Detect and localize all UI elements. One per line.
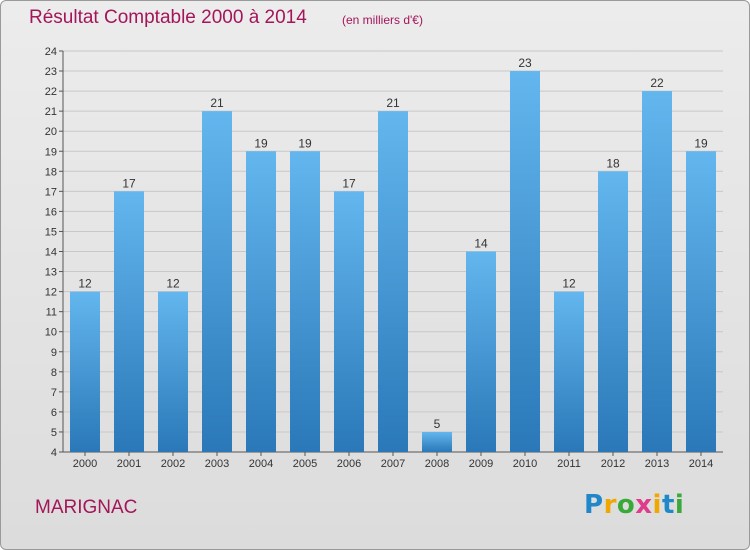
logo-letter: P: [584, 490, 604, 520]
bar-2006: [334, 191, 364, 452]
y-tick-label: 9: [51, 347, 57, 359]
value-label-2006: 17: [342, 176, 356, 190]
bar-2005: [290, 151, 320, 452]
y-tick-label: 6: [51, 407, 57, 419]
bar-2000: [70, 291, 100, 452]
bar-2001: [114, 191, 144, 452]
city-name: MARIGNAC: [35, 497, 138, 518]
bar-2011: [554, 291, 584, 452]
y-tick-label: 22: [45, 86, 57, 98]
x-tick-label-2011: 2011: [557, 458, 581, 470]
bar-2014: [686, 151, 716, 452]
y-tick-label: 17: [45, 186, 57, 198]
bar-2003: [202, 111, 232, 453]
value-label-2013: 22: [650, 76, 664, 90]
value-label-2005: 19: [298, 136, 312, 150]
logo-letter: i: [674, 490, 685, 520]
x-tick-label-2000: 2000: [73, 458, 97, 470]
bar-2010: [510, 71, 540, 453]
value-label-2011: 12: [562, 277, 576, 291]
y-tick-label: 23: [45, 66, 57, 78]
x-tick-label-2003: 2003: [205, 458, 229, 470]
x-tick-label-2013: 2013: [645, 458, 669, 470]
value-label-2004: 19: [254, 136, 268, 150]
y-tick-label: 14: [45, 247, 57, 259]
bar-2007: [378, 111, 408, 453]
value-label-2001: 17: [122, 176, 136, 190]
bar-2004: [246, 151, 276, 452]
bar-2012: [598, 171, 628, 453]
value-label-2008: 5: [434, 417, 441, 431]
x-tick-label-2007: 2007: [381, 458, 405, 470]
logo-letter: r: [603, 490, 617, 520]
bar-2008: [422, 431, 452, 452]
x-tick-label-2009: 2009: [469, 458, 493, 470]
y-tick-label: 12: [45, 287, 57, 299]
logo-letter: t: [661, 490, 675, 520]
y-tick-label: 10: [45, 327, 57, 339]
y-tick-label: 7: [51, 387, 57, 399]
y-tick-label: 13: [45, 267, 57, 279]
bar-2013: [642, 91, 672, 452]
x-tick-label-2001: 2001: [117, 458, 141, 470]
x-tick-label-2006: 2006: [337, 458, 361, 470]
logo-letter: i: [652, 490, 662, 520]
logo-letter: o: [616, 490, 636, 520]
y-tick-label: 5: [51, 427, 57, 439]
chart-unit: (en milliers d'€): [342, 13, 423, 27]
x-tick-label-2005: 2005: [293, 458, 317, 470]
x-tick-label-2010: 2010: [513, 458, 537, 470]
value-label-2010: 23: [518, 56, 532, 70]
logo-letter: x: [635, 490, 653, 520]
y-tick-label: 24: [45, 46, 57, 58]
proxiti-logo: Proxiti: [584, 490, 684, 520]
x-tick-label-2004: 2004: [249, 458, 273, 470]
x-tick-label-2014: 2014: [689, 458, 713, 470]
x-tick-label-2002: 2002: [161, 458, 185, 470]
bar-2002: [158, 291, 188, 452]
y-tick-label: 20: [45, 126, 57, 138]
y-tick-label: 11: [46, 307, 57, 319]
value-label-2002: 12: [166, 277, 180, 291]
bar-2009: [466, 251, 496, 452]
value-label-2003: 21: [210, 96, 224, 110]
y-tick-label: 8: [51, 367, 57, 379]
y-tick-label: 15: [45, 226, 57, 238]
value-label-2007: 21: [386, 96, 400, 110]
y-tick-label: 21: [45, 106, 57, 118]
y-tick-label: 16: [45, 206, 57, 218]
value-label-2009: 14: [474, 237, 488, 251]
x-tick-label-2008: 2008: [425, 458, 449, 470]
x-tick-label-2012: 2012: [601, 458, 625, 470]
y-tick-label: 19: [45, 146, 57, 158]
y-tick-label: 4: [51, 447, 57, 459]
value-label-2014: 19: [694, 136, 708, 150]
value-label-2012: 18: [606, 156, 620, 170]
value-label-2000: 12: [78, 277, 92, 291]
chart-title: Résultat Comptable 2000 à 2014: [29, 7, 307, 28]
y-tick-label: 18: [45, 166, 57, 178]
